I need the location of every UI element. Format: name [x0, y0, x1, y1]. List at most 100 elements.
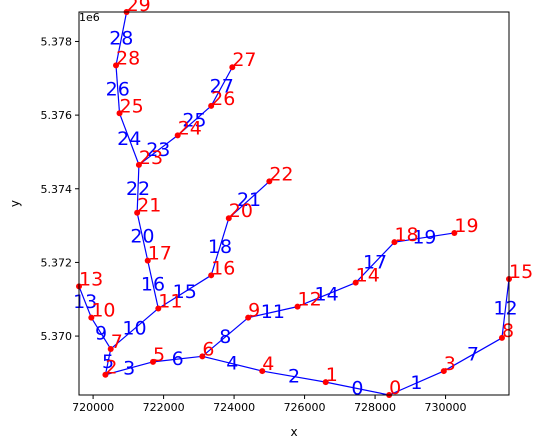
edge-label: 25: [182, 110, 206, 132]
node-label: 1: [326, 364, 338, 386]
node-label: 11: [158, 290, 182, 312]
edge-line: [228, 180, 270, 219]
node-label: 21: [137, 195, 161, 217]
node-point: [245, 314, 252, 321]
node-point: [266, 178, 273, 185]
x-tick-label: 728000: [354, 401, 396, 414]
node-label: 17: [148, 243, 172, 265]
edge-line: [297, 282, 356, 308]
edge-label: 1: [410, 372, 422, 394]
y-tick-label: 5.376: [41, 109, 73, 122]
edge-line: [105, 361, 154, 376]
y-axis-label: y: [8, 200, 22, 207]
node-point: [294, 303, 301, 310]
node-label: 16: [211, 257, 235, 279]
x-tick-label: 726000: [284, 401, 326, 414]
node-label: 18: [394, 224, 418, 246]
node-label: 12: [298, 289, 322, 311]
node-label: 24: [178, 117, 202, 139]
y-axis-ticks: 5.370 5.372 5.374 5.376 5.378: [41, 35, 79, 343]
edge-label: 2: [288, 366, 300, 388]
node-label: 27: [232, 49, 256, 71]
x-tick-label: 730000: [425, 401, 467, 414]
node-label: 9: [248, 300, 260, 322]
y-offset-text: 1e6: [79, 11, 100, 24]
node-label: 14: [356, 265, 380, 287]
x-axis-ticks: 720000 722000 724000 726000 728000 730000: [72, 395, 467, 414]
edge-label: 0: [351, 378, 363, 400]
edge-label: 8: [219, 326, 231, 348]
edge-line: [136, 212, 149, 261]
node-point: [113, 62, 120, 69]
node-point: [134, 209, 141, 216]
edge-label: 3: [123, 357, 135, 379]
x-tick-label: 720000: [72, 401, 114, 414]
node-point: [102, 371, 109, 378]
edge-line: [110, 307, 159, 350]
edge-label: 5: [102, 351, 114, 373]
y-tick-label: 5.372: [41, 256, 73, 269]
nodes-layer: [76, 9, 512, 398]
edge-line: [177, 105, 212, 136]
edge-line: [248, 306, 298, 319]
edge-label: 24: [117, 128, 141, 150]
node-point: [391, 239, 398, 246]
edge-line: [388, 370, 445, 396]
node-point: [259, 368, 266, 375]
edge-line: [118, 113, 140, 166]
node-label: 8: [502, 320, 514, 342]
edge-label: 6: [172, 348, 184, 370]
y-tick-label: 5.378: [41, 35, 73, 48]
x-tick-label: 724000: [213, 401, 255, 414]
edge-line: [90, 317, 112, 350]
edge-label: 21: [237, 189, 261, 211]
node-label: 6: [202, 338, 214, 360]
edge-line: [136, 164, 140, 213]
edge-line: [501, 278, 510, 338]
y-tick-label: 5.374: [41, 183, 73, 196]
edge-line: [443, 337, 503, 372]
node-point: [199, 353, 206, 360]
node-label: 29: [127, 0, 151, 16]
x-axis-label: x: [290, 425, 297, 439]
edge-line: [202, 355, 263, 372]
edge-line: [262, 370, 326, 383]
node-point: [150, 358, 157, 365]
edge-label: 11: [261, 301, 285, 323]
edge-line: [78, 286, 92, 318]
edge-label: 14: [315, 284, 339, 306]
edge-label: 27: [210, 76, 234, 98]
edge-label: 20: [130, 226, 154, 248]
edge-line: [201, 317, 249, 357]
plot-frame: [78, 11, 510, 396]
node-point: [107, 345, 114, 352]
node-label: 20: [229, 200, 253, 222]
edge-line: [355, 241, 395, 284]
node-point: [116, 110, 123, 117]
edge-line: [115, 65, 121, 114]
edge-label: 28: [109, 28, 133, 50]
node-point: [229, 64, 236, 71]
node-label: 28: [116, 47, 140, 69]
edge-line: [115, 11, 128, 66]
node-label: 23: [139, 147, 163, 169]
edge-line: [138, 134, 179, 166]
edge-label: 16: [141, 274, 165, 296]
node-label: 25: [120, 95, 144, 117]
node-point: [322, 379, 329, 386]
edge-label: 19: [412, 227, 436, 249]
node-point: [352, 279, 359, 286]
node-point: [208, 272, 215, 279]
edge-label: 17: [363, 251, 387, 273]
node-label: 2: [105, 357, 117, 379]
node-label: 0: [389, 377, 401, 399]
node-point: [498, 334, 505, 341]
edge-label: 7: [467, 343, 479, 365]
node-label: 4: [262, 353, 274, 375]
edge-line: [325, 381, 390, 396]
node-label: 7: [111, 331, 123, 353]
node-label: 13: [79, 268, 103, 290]
edge-line: [210, 218, 230, 276]
edge-line: [157, 274, 212, 309]
